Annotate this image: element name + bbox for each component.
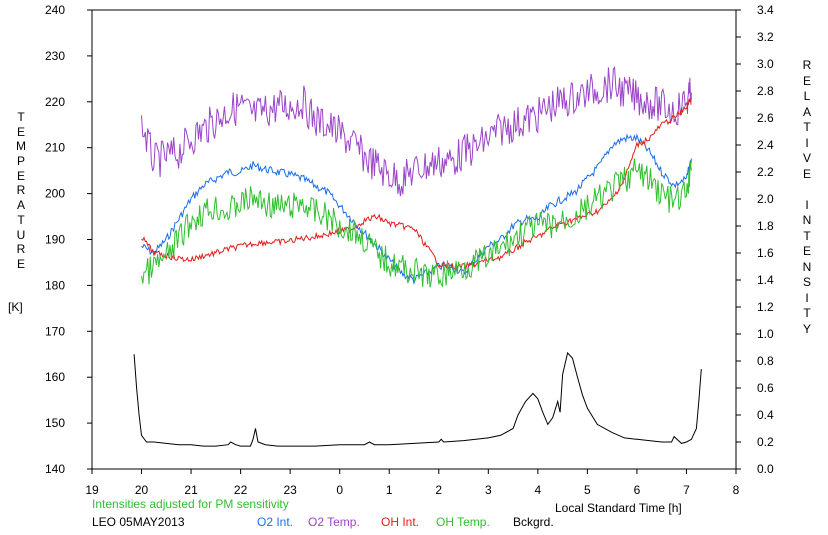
y-left-label-letter: P [16, 154, 25, 169]
annotation-pm-sensitivity: Intensities adjusted for PM sensitivity [92, 497, 289, 511]
y-left-tick-label: 240 [45, 3, 65, 17]
y-left-tick-label: 160 [45, 370, 65, 384]
x-tick-label: 20 [135, 483, 149, 497]
series-line-bckgrd [133, 351, 702, 447]
y-right-label-letter: E [802, 244, 811, 258]
x-tick-label: 1 [386, 483, 393, 497]
y-left-label-letter: A [16, 198, 25, 213]
y-right-label-letter: A [802, 104, 811, 119]
y-right-tick-label: 2.0 [757, 192, 774, 206]
x-tick-label: 2 [435, 483, 442, 497]
x-tick-label: 6 [634, 483, 641, 497]
x-tick-label: 0 [336, 483, 343, 497]
legend-entry: Bckgrd. [513, 515, 554, 529]
y-right-tick-label: 2.2 [757, 165, 774, 179]
y-right-tick-label: 2.8 [757, 84, 774, 98]
x-tick-label: 5 [584, 483, 591, 497]
y-right-label-letter: R [802, 58, 812, 72]
x-tick-label: 3 [485, 483, 492, 497]
legend: O2 Int. O2 Temp. OH Int. OH Temp. Bckgrd. [0, 515, 828, 531]
y-axis-right: 0.0 0.2 0.4 0.6 0.8 1.0 1.2 1.4 1.6 1.8 2.0 2.2 2.4 2… [736, 3, 774, 476]
y-right-label-letter: E [802, 73, 811, 88]
y-left-label-letter: E [16, 256, 25, 271]
y-right-label-letter: T [803, 120, 811, 134]
y-left-label-letter: U [16, 227, 26, 242]
series-layer [133, 66, 702, 447]
y-right-label-letter: S [802, 275, 811, 289]
legend-entry: OH Temp. [436, 515, 490, 529]
y-right-tick-label: 0.4 [757, 408, 774, 422]
y-right-label-letter: V [802, 151, 811, 165]
x-tick-label: 22 [234, 483, 248, 497]
x-tick-label: 4 [535, 483, 542, 497]
legend-entry: OH Int. [381, 515, 420, 529]
y-right-tick-label: 0.8 [757, 354, 774, 368]
y-right-label-letter: Y [802, 321, 811, 336]
y-right-label-letter: I [805, 290, 809, 305]
y-right-label-letter: N [802, 259, 812, 274]
y-left-tick-label: 190 [45, 233, 65, 247]
y-right-tick-label: 3.0 [757, 57, 774, 71]
station-date: LEO 05MAY2013 [92, 515, 185, 529]
y-axis-left-unit: [K] [8, 300, 23, 314]
x-tick-label: 19 [85, 483, 99, 497]
y-left-label-letter: M [16, 139, 26, 154]
y-right-label-letter: I [805, 197, 809, 212]
y-right-tick-label: 0.0 [757, 462, 774, 476]
y-left-label-letter: R [16, 183, 26, 198]
legend-entry: O2 Temp. [308, 515, 360, 529]
series-line-o2-temp [141, 66, 692, 197]
y-right-label-letter: N [802, 213, 812, 227]
y-right-label-letter: L [803, 89, 811, 103]
y-right-tick-label: 1.8 [757, 219, 774, 233]
x-tick-label: 8 [733, 483, 740, 497]
y-left-tick-label: 230 [45, 49, 65, 63]
y-left-label-letter: T [17, 110, 25, 124]
y-left-tick-label: 210 [45, 141, 65, 155]
y-right-tick-label: 2.6 [757, 111, 774, 125]
y-left-label-letter: E [16, 168, 25, 183]
y-left-tick-label: 140 [45, 462, 65, 476]
y-left-tick-label: 170 [45, 324, 65, 338]
y-right-label-letter: T [803, 228, 811, 243]
y-right-tick-label: 1.6 [757, 246, 774, 260]
x-tick-label: 21 [184, 483, 198, 497]
y-right-tick-label: 0.2 [757, 435, 774, 449]
x-tick-label: 23 [283, 483, 297, 497]
y-right-tick-label: 1.4 [757, 273, 774, 287]
y-right-tick-label: 3.4 [757, 3, 774, 17]
y-left-tick-label: 150 [45, 416, 65, 430]
plot-frame [91, 9, 737, 470]
y-left-tick-label: 220 [45, 95, 65, 109]
y-right-label-letter: T [803, 306, 811, 320]
legend-entry: O2 Int. [257, 515, 294, 529]
y-right-label-letter: E [802, 166, 811, 181]
y-left-tick-label: 180 [45, 278, 65, 292]
y-axis-left: 140 150 160 170 180 190 200 210 220 230 240 [45, 3, 92, 476]
y-right-tick-label: 1.2 [757, 300, 774, 314]
y-left-label-letter: R [16, 242, 26, 257]
y-left-label-letter: T [17, 212, 25, 227]
y-right-label-letter: I [805, 135, 809, 150]
x-tick-label: 7 [683, 483, 690, 497]
series-line-oh-temp [141, 158, 692, 288]
series-line-oh-int [141, 97, 692, 271]
y-left-label-letter: E [16, 124, 25, 139]
y-right-tick-label: 0.6 [757, 381, 774, 395]
y-right-tick-label: 3.2 [757, 30, 774, 44]
series-line-o2-int [141, 133, 692, 285]
y-right-tick-label: 1.0 [757, 327, 774, 341]
y-left-tick-label: 200 [45, 187, 65, 201]
x-axis: 19 20 21 22 23 0 1 2 3 4 5 6 7 8 [85, 469, 740, 497]
y-right-tick-label: 2.4 [757, 138, 774, 152]
x-axis-label: Local Standard Time [h] [555, 501, 682, 515]
y-right-label-letter [800, 182, 814, 198]
